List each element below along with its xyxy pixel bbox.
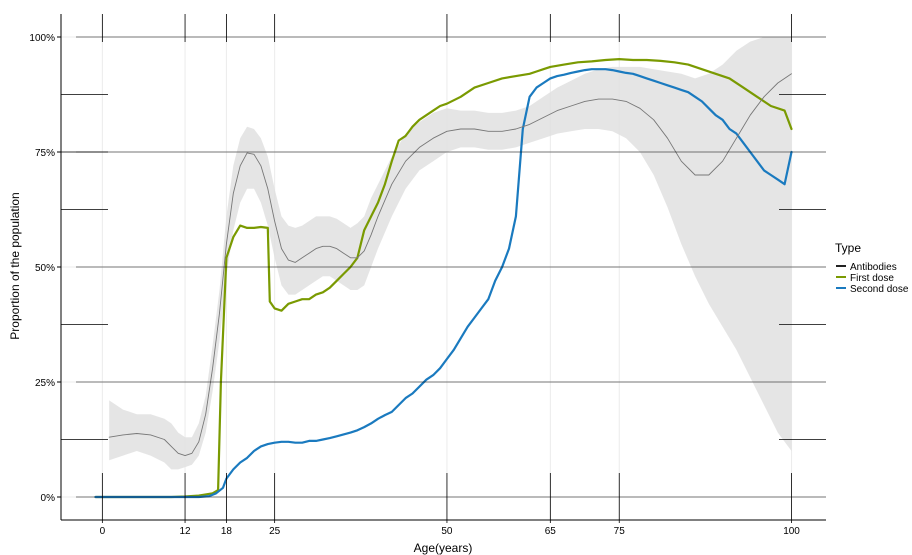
legend-title: Type [835, 241, 861, 255]
y-tick-label: 75% [35, 148, 55, 159]
y-axis-label: Proportion of the population [8, 192, 22, 339]
legend: Type Antibodies First dose Second dose [835, 241, 909, 295]
x-tick-label: 12 [179, 526, 191, 537]
x-tick-label: 18 [221, 526, 233, 537]
first-dose-line [94, 57, 793, 499]
x-axis-label: Age(years) [414, 541, 473, 555]
legend-label-antibodies: Antibodies [850, 262, 897, 273]
axes-layer: 0% 25% 50% 75% 100% 0 12 18 25 50 65 75 100 [29, 14, 826, 537]
x-tick-label: 100 [783, 526, 800, 537]
second-dose-line [94, 68, 793, 499]
y-tick-label: 25% [35, 378, 55, 389]
legend-label-second-dose: Second dose [850, 284, 909, 295]
antibodies-confidence-ribbon [109, 37, 792, 470]
x-tick-label: 0 [100, 526, 106, 537]
series-layer [94, 57, 793, 499]
x-tick-label: 65 [545, 526, 557, 537]
antibodies-line [108, 73, 792, 457]
legend-label-first-dose: First dose [850, 273, 894, 284]
y-tick-label: 100% [29, 33, 55, 44]
x-tick-label: 50 [441, 526, 453, 537]
antibodies-ribbon-layer [109, 37, 792, 470]
y-tick-label: 0% [41, 493, 56, 504]
y-tick-label: 50% [35, 263, 55, 274]
x-tick-label: 25 [269, 526, 281, 537]
x-tick-label: 75 [614, 526, 626, 537]
